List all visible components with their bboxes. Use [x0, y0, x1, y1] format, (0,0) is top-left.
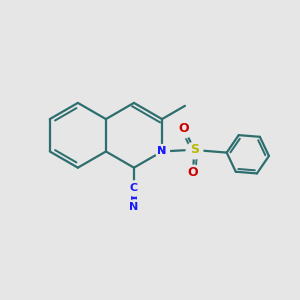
- Text: N: N: [158, 146, 166, 157]
- Text: S: S: [190, 143, 199, 157]
- Text: O: O: [188, 167, 198, 179]
- Text: C: C: [130, 183, 138, 193]
- Text: N: N: [129, 202, 139, 212]
- Text: O: O: [179, 122, 189, 135]
- Text: N: N: [158, 146, 166, 157]
